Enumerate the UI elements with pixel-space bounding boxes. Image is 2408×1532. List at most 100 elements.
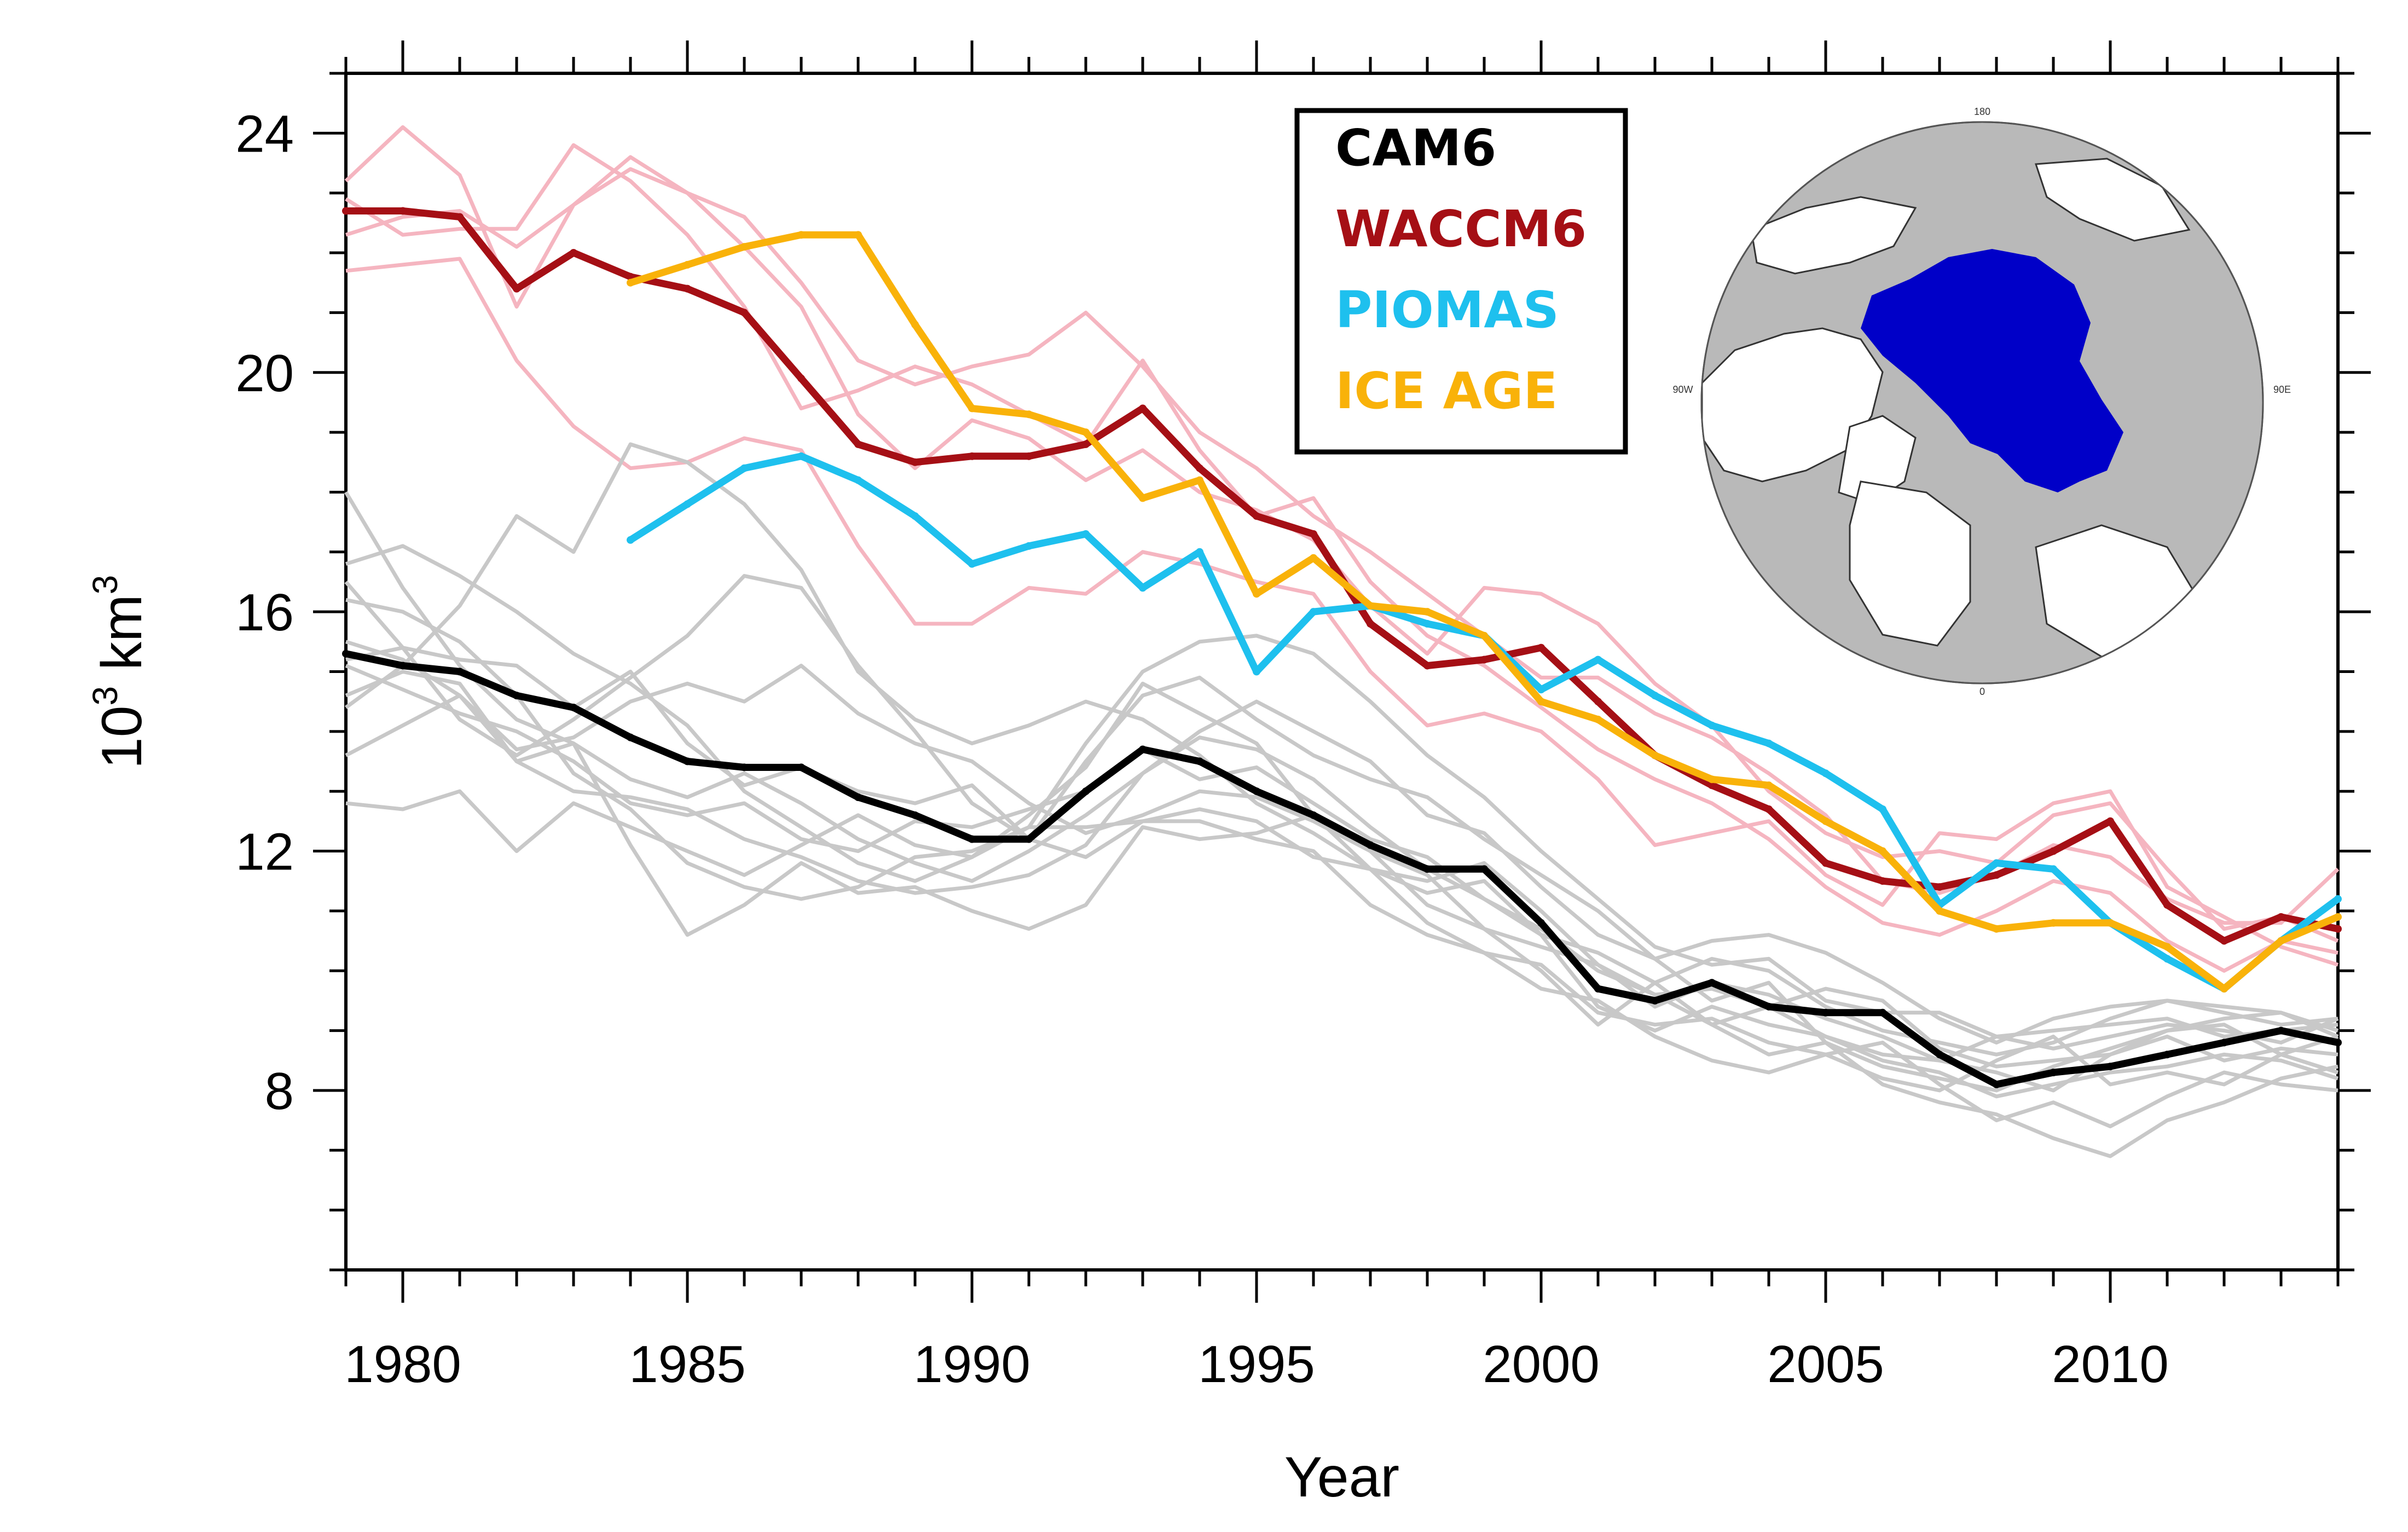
cam6-point xyxy=(911,811,919,819)
y-axis-title: 103 km3 xyxy=(85,575,154,769)
x-tick-label: 1980 xyxy=(344,1335,461,1394)
y-tick-label: 20 xyxy=(235,344,294,403)
legend-label-piomas: PIOMAS xyxy=(1335,281,1559,339)
cam6-point xyxy=(1367,841,1374,849)
piomas-point xyxy=(1594,655,1602,664)
ice-age-point xyxy=(2163,943,2171,951)
waccm6-point xyxy=(1367,620,1374,628)
y-tick-label: 24 xyxy=(235,105,294,163)
ice-age-point xyxy=(1708,775,1716,784)
waccm6-point xyxy=(968,452,976,460)
cam6-point xyxy=(1423,865,1431,873)
cam6-point xyxy=(342,649,350,658)
ice-age-point xyxy=(1025,410,1033,419)
cam6-member-line-15 xyxy=(344,574,2338,1044)
waccm6-point xyxy=(1879,877,1886,885)
inset-polar-map: 180 90W 90E 0 xyxy=(1672,106,2291,697)
cam6-point xyxy=(2334,1038,2342,1047)
ice-age-point xyxy=(1082,428,1090,437)
cam6-point xyxy=(1936,1051,1943,1059)
cam6-point xyxy=(2277,1026,2285,1035)
ice-age-point xyxy=(627,278,634,287)
piomas-point xyxy=(627,536,634,544)
ice-age-point xyxy=(1367,602,1374,610)
piomas-point xyxy=(740,464,748,472)
waccm6-point xyxy=(1993,871,2000,879)
x-tick-label: 2010 xyxy=(2052,1335,2169,1394)
ice-age-point xyxy=(1936,907,1943,915)
ice-age-point xyxy=(1310,554,1317,562)
y-tick-label: 12 xyxy=(235,823,294,881)
cam6-point xyxy=(1537,919,1545,927)
piomas-point xyxy=(1765,739,1773,747)
waccm6-point xyxy=(911,458,919,466)
waccm6-point xyxy=(1480,655,1488,664)
y-tick-label: 16 xyxy=(235,583,294,642)
waccm6-point xyxy=(1936,883,1943,891)
map-land-north-america xyxy=(1701,327,1884,483)
piomas-point xyxy=(854,476,862,484)
x-tick-label: 1985 xyxy=(629,1335,746,1394)
cam6-point xyxy=(684,757,691,765)
cam6-point xyxy=(1993,1081,2000,1089)
piomas-point xyxy=(1082,530,1090,538)
map-label-bottom: 0 xyxy=(1979,686,1985,697)
cam6-point xyxy=(1708,979,1716,987)
ice-age-point xyxy=(1879,847,1886,855)
cam6-point xyxy=(1139,745,1147,753)
waccm6-point xyxy=(1594,698,1602,706)
y-axis-title-unit: km xyxy=(90,594,154,670)
waccm6-point xyxy=(1765,805,1773,814)
ice-age-point xyxy=(2220,985,2228,993)
waccm6-member-line-2 xyxy=(345,257,2339,967)
ice-age-point xyxy=(1765,781,1773,790)
cam6-point xyxy=(1879,1008,1886,1017)
svg-text:103 km3: 103 km3 xyxy=(85,575,154,769)
map-label-top: 180 xyxy=(1974,106,1990,117)
x-tick-label: 2005 xyxy=(1767,1335,1884,1394)
y-axis-title-unit-exp: 3 xyxy=(85,575,125,595)
piomas-point xyxy=(1822,769,1830,777)
piomas-point xyxy=(1025,542,1033,550)
piomas-point xyxy=(1423,620,1431,628)
legend-label-waccm6: WACCM6 xyxy=(1335,200,1587,258)
ice-age-point xyxy=(1480,631,1488,640)
cam6-point xyxy=(2106,1063,2114,1071)
cam6-point xyxy=(968,835,976,843)
waccm6-point xyxy=(1025,452,1033,460)
cam6-member-line-10 xyxy=(345,646,2339,1057)
waccm6-point xyxy=(2106,817,2114,825)
piomas-point xyxy=(1310,608,1317,616)
piomas-point xyxy=(1708,721,1716,729)
ice-age-point xyxy=(1139,494,1147,502)
ice-age-point xyxy=(1594,715,1602,723)
ice-age-point xyxy=(911,321,919,329)
cam6-member-line-9 xyxy=(345,789,2339,1093)
cam6-point xyxy=(797,763,805,771)
cam6-point xyxy=(2220,1038,2228,1047)
piomas-point xyxy=(911,512,919,520)
ice-age-point xyxy=(2050,919,2057,927)
cam6-point xyxy=(399,661,407,670)
map-land-siberia-east xyxy=(1750,196,1917,275)
ice-age-point xyxy=(968,404,976,413)
x-tick-label: 1990 xyxy=(913,1335,1031,1394)
cam6-point xyxy=(1765,1002,1773,1011)
piomas-point xyxy=(1537,686,1545,694)
map-land-greenland xyxy=(1849,480,1971,647)
cam6-point xyxy=(1196,757,1203,765)
y-axis-title-base: 10 xyxy=(90,706,154,769)
cam6-point xyxy=(854,793,862,802)
x-axis-title: Year xyxy=(1284,1446,1399,1509)
map-label-left: 90W xyxy=(1672,384,1693,395)
map-sea-ice xyxy=(1861,249,2123,492)
cam6-member-line-13 xyxy=(345,664,2339,1099)
cam6-member-line-12 xyxy=(345,670,2339,1069)
waccm6-point xyxy=(2220,937,2228,945)
ice-age-point xyxy=(1196,476,1203,484)
cam6-point xyxy=(570,704,577,712)
piomas-point xyxy=(797,452,805,460)
waccm6-point xyxy=(342,207,350,215)
piomas-point xyxy=(2163,955,2171,963)
waccm6-point xyxy=(740,309,748,317)
